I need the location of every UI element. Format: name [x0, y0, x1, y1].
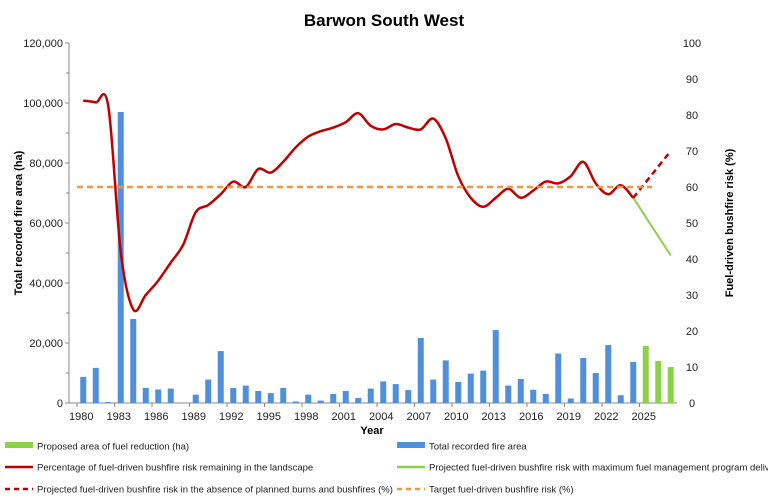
bar-2014: [505, 385, 512, 403]
y-axis-right-label: Fuel-driven bushfire risk (%): [724, 148, 736, 297]
legend-swatch-bar: [5, 442, 33, 448]
legend-swatch-bar: [397, 442, 425, 448]
y-axis-left-label: Total recorded fire area (ha): [13, 150, 25, 295]
y-left-tick-label: 120,000: [23, 38, 63, 50]
bar-2021: [592, 373, 599, 403]
y-right-tick-label: 60: [686, 182, 698, 194]
bar-2002: [355, 397, 362, 403]
x-tick-label: 1980: [69, 411, 93, 423]
x-tick-label: 2022: [594, 411, 618, 423]
bar-2020: [580, 358, 587, 403]
bar-2025: [642, 346, 649, 403]
bar-1991: [217, 351, 224, 403]
bar-2010: [455, 382, 462, 403]
y-left-tick-label: 60,000: [29, 218, 63, 230]
bar-2009: [442, 360, 449, 403]
legend-label: Percentage of fuel-driven bushfire risk …: [37, 463, 313, 474]
bar-1987: [167, 388, 174, 403]
bar-1992: [230, 388, 237, 403]
legend-label: Proposed area of fuel reduction (ha): [37, 442, 189, 453]
series-line-2: [632, 150, 672, 199]
x-tick-label: 2025: [632, 411, 656, 423]
bar-1989: [192, 394, 199, 403]
x-tick-label: 2001: [332, 411, 356, 423]
bar-1990: [205, 379, 212, 403]
y-right-tick-label: 20: [686, 326, 698, 338]
bar-2013: [492, 330, 499, 403]
y-left-tick-label: 40,000: [29, 278, 63, 290]
bar-1994: [255, 391, 262, 403]
bar-2001: [342, 391, 349, 403]
y-right-tick-label: 0: [689, 398, 695, 410]
y-left-tick-label: 20,000: [29, 338, 63, 350]
bar-1985: [142, 388, 149, 403]
y-right-tick-label: 50: [686, 218, 698, 230]
y-right-tick-label: 10: [686, 362, 698, 374]
bar-1982: [105, 402, 112, 403]
bar-2017: [542, 394, 549, 403]
bar-2022: [605, 345, 612, 403]
x-tick-label: 2013: [482, 411, 506, 423]
bar-1996: [280, 388, 287, 403]
y-left-tick-label: 0: [57, 398, 63, 410]
x-tick-label: 2004: [369, 411, 393, 423]
x-axis-label: Year: [360, 425, 384, 437]
bar-2007: [417, 337, 424, 403]
series-line-1: [632, 197, 672, 256]
y-right-tick-label: 100: [683, 38, 701, 50]
x-tick-label: 1995: [257, 411, 281, 423]
x-tick-label: 1998: [294, 411, 318, 423]
bar-1993: [242, 385, 249, 403]
x-tick-label: 2007: [407, 411, 431, 423]
y-right-tick-label: 80: [686, 110, 698, 122]
bar-2019: [567, 398, 574, 403]
y-right-tick-label: 90: [686, 74, 698, 86]
bar-1998: [305, 394, 312, 403]
bar-2018: [555, 353, 562, 403]
legend-label: Projected fuel-driven bushfire risk with…: [429, 463, 768, 474]
x-tick-label: 1986: [144, 411, 168, 423]
x-tick-label: 1983: [107, 411, 131, 423]
bar-1984: [130, 319, 137, 403]
y-left-tick-label: 80,000: [29, 158, 63, 170]
bar-2024: [630, 361, 637, 403]
x-tick-label: 1992: [219, 411, 243, 423]
bar-2004: [380, 381, 387, 403]
bar-2000: [330, 394, 337, 403]
bar-1986: [155, 389, 162, 403]
bar-2005: [392, 384, 399, 403]
legend-label: Target fuel-driven bushfire risk (%): [429, 485, 574, 496]
bar-1999: [317, 400, 324, 403]
x-tick-label: 2019: [557, 411, 581, 423]
bar-1980: [80, 376, 87, 403]
bar-2003: [367, 388, 374, 403]
x-tick-label: 2016: [519, 411, 543, 423]
legend-label: Total recorded fire area: [429, 442, 527, 453]
bar-2006: [405, 390, 412, 403]
chart-title: Barwon South West: [304, 11, 465, 30]
legend-label: Projected fuel-driven bushfire risk in t…: [37, 485, 393, 496]
bar-2026: [655, 361, 662, 403]
x-tick-label: 2010: [444, 411, 468, 423]
bar-1995: [267, 393, 274, 403]
x-tick-label: 1989: [182, 411, 206, 423]
bar-2011: [467, 373, 474, 403]
bar-1997: [292, 401, 299, 403]
y-right-tick-label: 40: [686, 254, 698, 266]
bar-2012: [480, 370, 487, 403]
bar-1981: [92, 367, 99, 403]
bar-2027: [667, 367, 674, 403]
bar-2015: [517, 379, 524, 403]
y-left-tick-label: 100,000: [23, 98, 63, 110]
series-line-0: [83, 92, 635, 313]
y-right-tick-label: 30: [686, 290, 698, 302]
bar-2008: [430, 379, 437, 403]
bar-2016: [530, 389, 537, 403]
bar-2023: [617, 395, 624, 403]
y-right-tick-label: 70: [686, 146, 698, 158]
